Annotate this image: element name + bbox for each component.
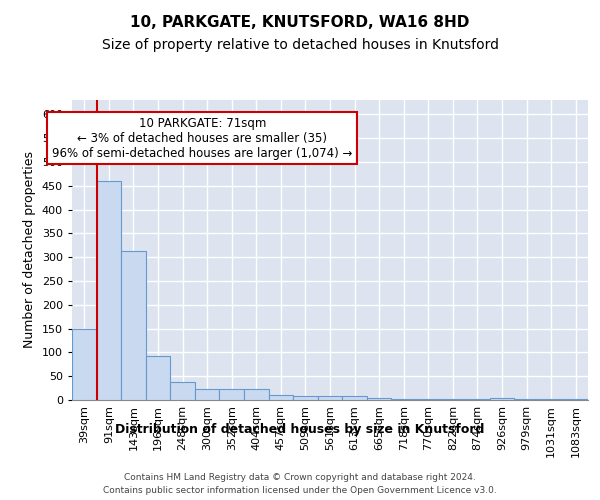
Bar xyxy=(514,399,539,400)
Bar xyxy=(391,399,416,400)
Bar xyxy=(318,396,342,400)
Bar xyxy=(244,389,269,400)
Bar xyxy=(195,389,220,400)
Text: 10 PARKGATE: 71sqm
← 3% of detached houses are smaller (35)
96% of semi-detached: 10 PARKGATE: 71sqm ← 3% of detached hous… xyxy=(52,116,352,160)
Bar xyxy=(97,181,121,400)
Bar xyxy=(342,396,367,400)
Bar xyxy=(220,389,244,400)
Bar xyxy=(416,399,440,400)
Bar xyxy=(170,382,195,400)
Text: Size of property relative to detached houses in Knutsford: Size of property relative to detached ho… xyxy=(101,38,499,52)
Bar xyxy=(539,399,563,400)
Text: Distribution of detached houses by size in Knutsford: Distribution of detached houses by size … xyxy=(115,422,485,436)
Text: Contains public sector information licensed under the Open Government Licence v3: Contains public sector information licen… xyxy=(103,486,497,495)
Bar xyxy=(293,396,318,400)
Bar xyxy=(465,399,490,400)
Bar xyxy=(490,398,514,400)
Bar xyxy=(367,398,391,400)
Bar xyxy=(440,399,465,400)
Text: 10, PARKGATE, KNUTSFORD, WA16 8HD: 10, PARKGATE, KNUTSFORD, WA16 8HD xyxy=(130,15,470,30)
Bar xyxy=(146,356,170,400)
Y-axis label: Number of detached properties: Number of detached properties xyxy=(23,152,36,348)
Bar xyxy=(563,399,588,400)
Text: Contains HM Land Registry data © Crown copyright and database right 2024.: Contains HM Land Registry data © Crown c… xyxy=(124,472,476,482)
Bar xyxy=(72,329,97,400)
Bar xyxy=(269,395,293,400)
Bar xyxy=(121,252,146,400)
